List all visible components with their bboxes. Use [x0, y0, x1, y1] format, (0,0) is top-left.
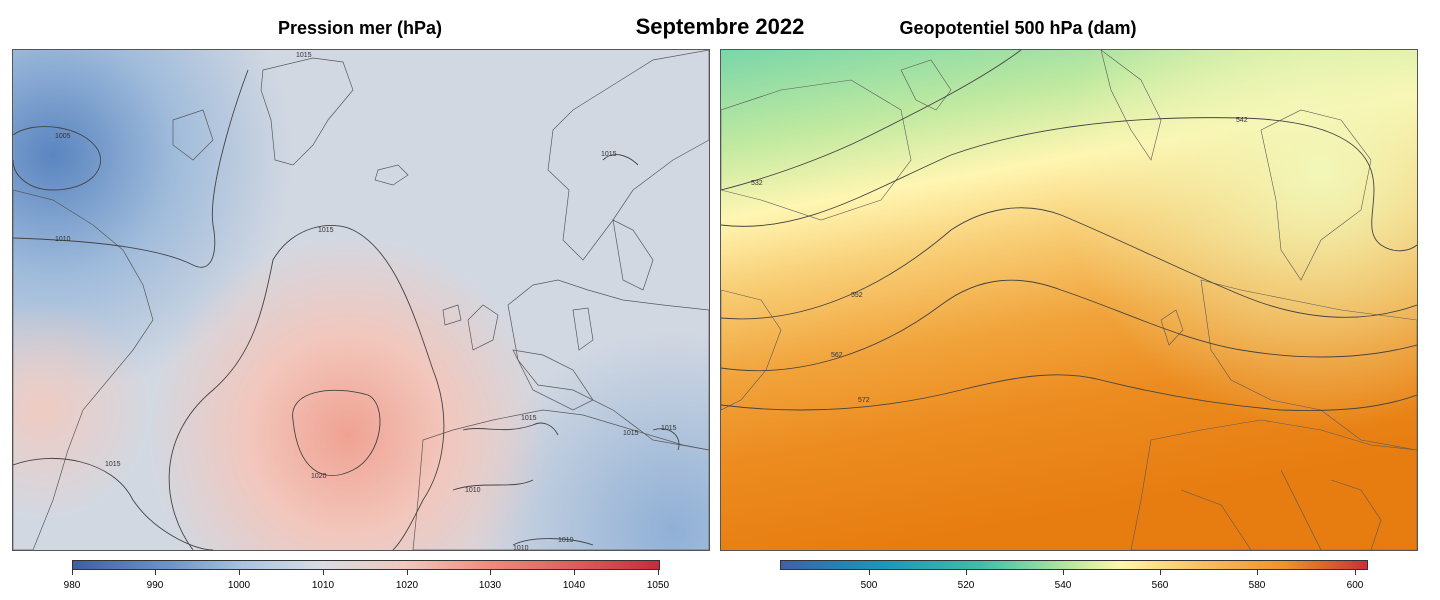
colorbar-tick-label: 1030: [478, 580, 502, 591]
geopotential-map-title: Geopotentiel 500 hPa (dam): [899, 18, 1137, 38]
colorbar-tick-label: 1040: [562, 580, 586, 591]
colorbar-tick-label: 1020: [395, 580, 419, 591]
contour-label: 562: [831, 352, 843, 359]
contour-label: 552: [851, 292, 863, 299]
colorbar-tick-label: 1000: [227, 580, 251, 591]
colorbar-tick: [407, 570, 408, 575]
colorbar-tick-label: 560: [1151, 580, 1169, 591]
main-title: Septembre 2022: [635, 14, 805, 39]
colorbar-tick: [323, 570, 324, 575]
contour-label: 1010: [465, 487, 481, 494]
geopotential-map: 532 542 552 562 572: [720, 49, 1418, 551]
contour-label: 1010: [558, 537, 574, 544]
contour-label: 1015: [623, 430, 639, 437]
contour-label: 1015: [521, 415, 537, 422]
contour-label: 542: [1236, 117, 1248, 124]
colorbar-tick: [490, 570, 491, 575]
pressure-colorbar: [72, 560, 660, 570]
colorbar-tick-label: 980: [63, 580, 81, 591]
colorbar-tick-label: 600: [1346, 580, 1364, 591]
colorbar-tick: [155, 570, 156, 575]
contour-label: 1010: [55, 236, 71, 243]
colorbar-tick: [1355, 570, 1356, 575]
contour-label: 1015: [296, 52, 312, 59]
contour-label: 1010: [513, 545, 529, 550]
colorbar-tick: [658, 570, 659, 575]
contour-label: 1005: [55, 133, 71, 140]
colorbar-tick-label: 500: [860, 580, 878, 591]
colorbar-tick: [966, 570, 967, 575]
colorbar-tick: [1160, 570, 1161, 575]
contour-label: 1015: [318, 227, 334, 234]
colorbar-tick: [72, 570, 73, 575]
contour-label: 1015: [601, 151, 617, 158]
colorbar-tick-label: 540: [1054, 580, 1072, 591]
colorbar-tick-label: 580: [1248, 580, 1266, 591]
colorbar-tick: [1063, 570, 1064, 575]
contour-label: 1015: [105, 461, 121, 468]
contour-label: 572: [858, 397, 870, 404]
colorbar-tick: [239, 570, 240, 575]
pressure-map-title: Pression mer (hPa): [277, 18, 443, 38]
geopotential-colorbar: [780, 560, 1368, 570]
colorbar-tick-label: 990: [146, 580, 164, 591]
pressure-map: 1005 1010 1015 1015 1015 1015 1015 1020 …: [12, 49, 710, 551]
colorbar-tick: [869, 570, 870, 575]
contour-label: 1020: [311, 473, 327, 480]
colorbar-tick-label: 1010: [311, 580, 335, 591]
colorbar-tick-label: 1050: [646, 580, 670, 591]
colorbar-tick: [1257, 570, 1258, 575]
contour-label: 532: [751, 180, 763, 187]
colorbar-tick: [574, 570, 575, 575]
colorbar-tick-label: 520: [957, 580, 975, 591]
contour-label: 1015: [661, 425, 677, 432]
